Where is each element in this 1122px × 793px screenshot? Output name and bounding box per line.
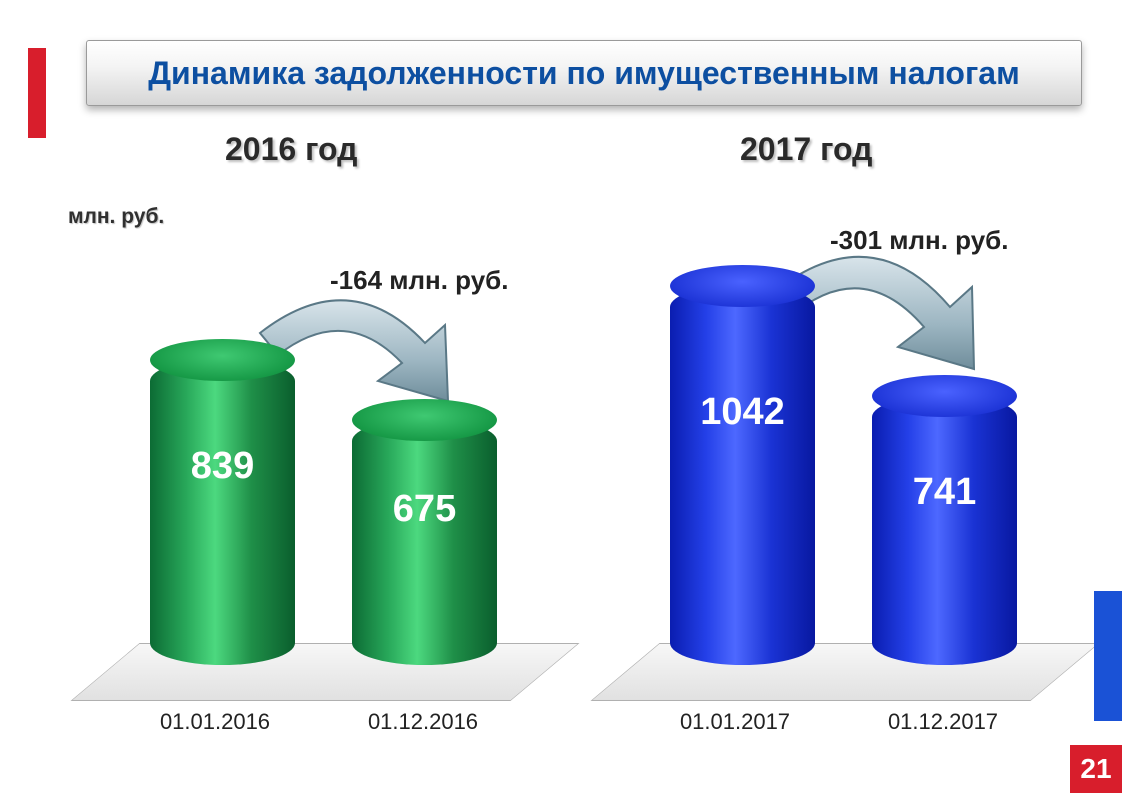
xlabel: 01.12.2017 <box>858 709 1028 735</box>
cyl-value: 1042 <box>670 391 815 434</box>
xlabel: 01.12.2016 <box>338 709 508 735</box>
xlabel: 01.01.2016 <box>130 709 300 735</box>
cyl-2017-dec: 741 <box>872 395 1017 665</box>
left-red-accent <box>28 48 46 138</box>
cyl-2017-jan: 1042 <box>670 285 815 665</box>
title-bar: Динамика задолженности по имущественным … <box>86 40 1082 106</box>
cyl-value: 675 <box>352 488 497 531</box>
cyl-value: 741 <box>872 471 1017 514</box>
xlabel: 01.01.2017 <box>650 709 820 735</box>
year-2017: 2017 год <box>740 131 872 168</box>
unit-label: млн. руб. <box>68 205 164 229</box>
year-2016: 2016 год <box>225 131 357 168</box>
floor-left <box>70 643 579 701</box>
floor-right <box>590 643 1099 701</box>
right-blue-accent <box>1094 591 1122 721</box>
page-number: 21 <box>1070 745 1122 793</box>
cyl-2016-dec: 675 <box>352 419 497 665</box>
cyl-value: 839 <box>150 445 295 488</box>
cyl-2016-jan: 839 <box>150 359 295 665</box>
chart-area: млн. руб. 2016 год 2017 год -164 млн. ру… <box>50 125 1070 745</box>
title-text: Динамика задолженности по имущественным … <box>148 55 1019 92</box>
